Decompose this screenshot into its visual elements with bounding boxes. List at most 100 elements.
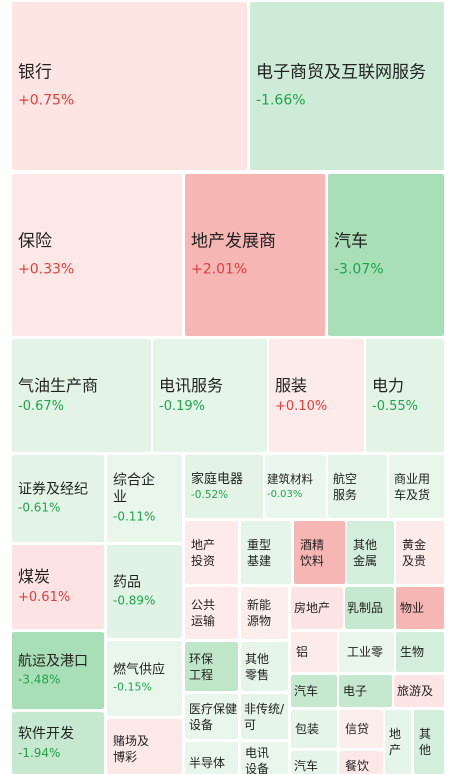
tile-household-appliances[interactable]: 家庭电器 -0.52% bbox=[185, 455, 263, 518]
tile-automobile-parts[interactable]: 汽车 bbox=[291, 675, 337, 707]
tile-gas-supply[interactable]: 燃气供应 -0.15% bbox=[107, 641, 182, 716]
tile-change: -1.66% bbox=[256, 92, 306, 109]
tile-change: -1.94% bbox=[18, 745, 61, 760]
tile-name: 燃气供应 bbox=[113, 662, 166, 678]
tile-packaging[interactable]: 包装 bbox=[291, 710, 337, 748]
tile-name: 家庭电器 bbox=[191, 471, 244, 487]
tile-change: -3.48% bbox=[18, 672, 61, 687]
tile-name: 黄金及贵 bbox=[402, 537, 427, 568]
tile-biotech[interactable]: 生物 bbox=[396, 632, 444, 672]
tile-name: 其他 bbox=[419, 726, 432, 757]
tile-name: 酒精饮料 bbox=[300, 537, 325, 568]
tile-property-management[interactable]: 物业 bbox=[396, 587, 444, 629]
tile-name: 地产发展商 bbox=[191, 231, 276, 252]
tile-gold-precious-metals[interactable]: 黄金及贵 bbox=[396, 521, 444, 584]
tile-name: 服装 bbox=[275, 375, 308, 395]
tile-name: 汽车 bbox=[294, 759, 319, 773]
tile-name: 电力 bbox=[372, 375, 405, 395]
tile-oil-gas-producers[interactable]: 气油生产商 -0.67% bbox=[12, 339, 151, 452]
tile-change: -0.03% bbox=[267, 489, 303, 501]
tile-alcoholic-beverages[interactable]: 酒精饮料 bbox=[294, 521, 345, 584]
tile-telecom-equipment[interactable]: 电讯设备 bbox=[241, 742, 288, 774]
tile-automobiles[interactable]: 汽车 -3.07% bbox=[328, 174, 444, 336]
tile-change: -0.55% bbox=[372, 398, 418, 414]
tile-software-development[interactable]: 软件开发 -1.94% bbox=[12, 712, 104, 774]
tile-name: 电讯设备 bbox=[245, 746, 270, 774]
tile-semiconductors[interactable]: 半导体 bbox=[185, 742, 238, 774]
tile-name: 铝 bbox=[296, 644, 309, 659]
tile-healthcare-equipment[interactable]: 医疗保健设备 bbox=[185, 694, 238, 739]
tile-electric-power[interactable]: 电力 -0.55% bbox=[366, 339, 444, 452]
tile-securities-brokerage[interactable]: 证券及经纪 -0.61% bbox=[12, 455, 104, 542]
tile-name: 公共运输 bbox=[191, 597, 216, 628]
tile-pharmaceuticals[interactable]: 药品 -0.89% bbox=[107, 545, 182, 638]
tile-non-traditional-renewable[interactable]: 非传统/可 bbox=[241, 694, 288, 739]
tile-name: 其他零售 bbox=[245, 651, 270, 682]
tile-heavy-infrastructure[interactable]: 重型基建 bbox=[241, 521, 291, 584]
tile-change: -0.15% bbox=[113, 680, 152, 694]
tile-name: 包装 bbox=[295, 721, 320, 736]
tile-airline-services[interactable]: 航空服务 bbox=[328, 455, 387, 518]
tile-name: 商业用车及货 bbox=[394, 471, 431, 502]
tile-name: 旅游及 bbox=[397, 683, 434, 698]
tile-building-materials[interactable]: 建筑材料 -0.03% bbox=[265, 455, 326, 518]
tile-name: 其他金属 bbox=[353, 537, 378, 568]
tile-change: +0.75% bbox=[18, 92, 75, 109]
tile-name: 电子 bbox=[343, 683, 368, 698]
tile-change: +2.01% bbox=[191, 261, 248, 278]
tile-name: 气油生产商 bbox=[18, 375, 99, 395]
tile-property-other[interactable]: 地产 bbox=[385, 710, 411, 774]
tile-ecommerce-internet[interactable]: 电子商贸及互联网服务 -1.66% bbox=[250, 2, 444, 170]
tile-property-investment[interactable]: 地产投资 bbox=[185, 521, 238, 584]
tile-commercial-vehicles[interactable]: 商业用车及货 bbox=[389, 455, 444, 518]
tile-dairy-products[interactable]: 乳制品 bbox=[345, 587, 394, 629]
tile-credit[interactable]: 信贷 bbox=[339, 710, 383, 748]
tile-telecom-services[interactable]: 电讯服务 -0.19% bbox=[153, 339, 267, 452]
tile-property-developers[interactable]: 地产发展商 +2.01% bbox=[185, 174, 325, 336]
tile-name: 电子商贸及互联网服务 bbox=[256, 62, 426, 83]
tile-change: -0.67% bbox=[18, 398, 64, 414]
tile-name: 新能源物 bbox=[247, 597, 272, 628]
tile-real-estate[interactable]: 房地产 bbox=[291, 587, 343, 629]
tile-name: 航运及港口 bbox=[18, 652, 88, 669]
tile-name: 综合企业 bbox=[113, 472, 155, 506]
tile-aluminium[interactable]: 铝 bbox=[291, 632, 337, 672]
tile-change: -0.89% bbox=[113, 593, 156, 608]
tile-environmental-engineering[interactable]: 环保工程 bbox=[185, 642, 238, 691]
tile-public-transport[interactable]: 公共运输 bbox=[185, 587, 238, 639]
tile-other-metals[interactable]: 其他金属 bbox=[347, 521, 394, 584]
tile-name: 汽车 bbox=[334, 231, 368, 252]
tile-name: 乳制品 bbox=[347, 600, 384, 615]
tile-name: 物业 bbox=[400, 600, 425, 615]
tile-insurance[interactable]: 保险 +0.33% bbox=[12, 174, 182, 336]
tile-banks[interactable]: 银行 +0.75% bbox=[12, 2, 247, 170]
tile-shipping-ports[interactable]: 航运及港口 -3.48% bbox=[12, 632, 104, 709]
tile-coal[interactable]: 煤炭 +0.61% bbox=[12, 545, 104, 629]
tile-name: 汽车 bbox=[294, 683, 319, 698]
tile-change: -0.11% bbox=[113, 509, 156, 524]
tile-name: 工业零 bbox=[347, 644, 384, 659]
tile-name: 信贷 bbox=[345, 721, 370, 736]
tile-restaurants[interactable]: 餐饮 bbox=[339, 751, 383, 774]
tile-other-misc[interactable]: 其他 bbox=[414, 710, 444, 774]
tile-name: 医疗保健设备 bbox=[189, 701, 238, 732]
tile-name: 赌场及博彩 bbox=[113, 734, 150, 765]
tile-new-energy-materials[interactable]: 新能源物 bbox=[241, 587, 288, 639]
tile-apparel[interactable]: 服装 +0.10% bbox=[269, 339, 364, 452]
tile-auto-dealers[interactable]: 汽车 bbox=[291, 751, 337, 774]
tile-electronics[interactable]: 电子 bbox=[339, 675, 392, 707]
tile-change: -3.07% bbox=[334, 261, 384, 278]
tile-other-retail[interactable]: 其他零售 bbox=[241, 642, 288, 691]
tile-industrial-parts[interactable]: 工业零 bbox=[339, 632, 394, 672]
tile-name: 半导体 bbox=[189, 756, 226, 770]
tile-conglomerates[interactable]: 综合企业 -0.11% bbox=[107, 455, 182, 542]
tile-name: 航空服务 bbox=[333, 471, 358, 502]
tile-name: 煤炭 bbox=[18, 567, 51, 587]
tile-name: 保险 bbox=[18, 231, 52, 252]
tile-change: -0.19% bbox=[159, 398, 205, 414]
tile-name: 地产投资 bbox=[191, 537, 216, 568]
tile-casinos-gaming[interactable]: 赌场及博彩 bbox=[107, 719, 182, 774]
tile-travel-leisure[interactable]: 旅游及 bbox=[394, 675, 444, 707]
tile-name: 银行 bbox=[18, 62, 52, 83]
